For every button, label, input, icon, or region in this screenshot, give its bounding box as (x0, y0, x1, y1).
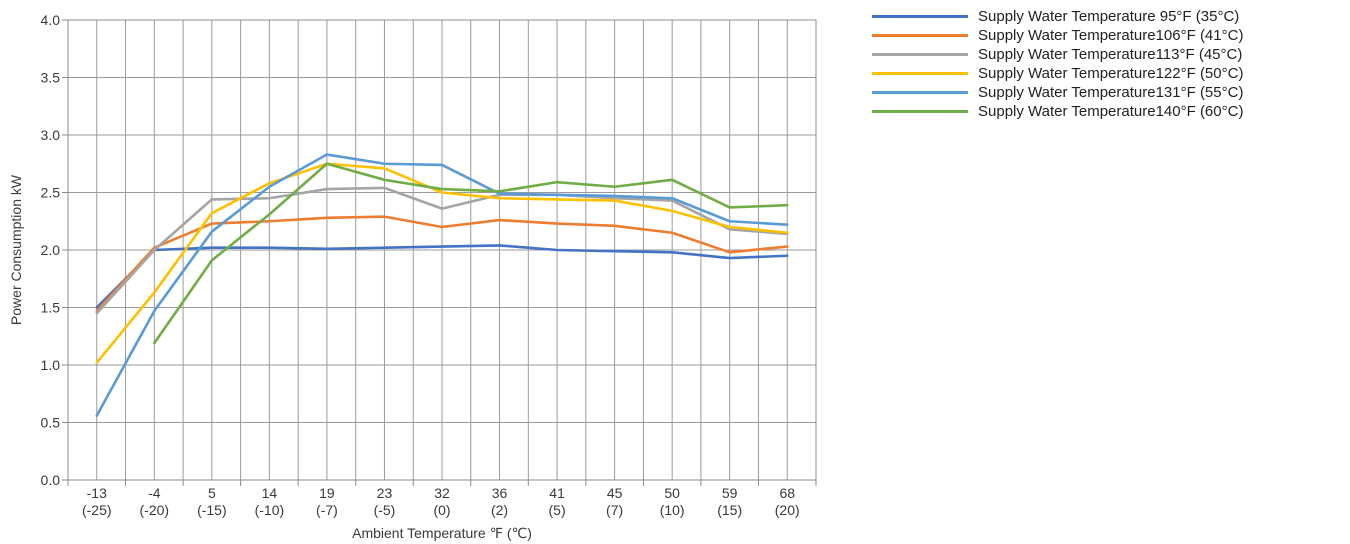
y-tick-label: 0.0 (41, 472, 61, 488)
x-tick-label-celsius: (-7) (316, 502, 338, 518)
series-lines (95, 153, 789, 417)
x-tick-label-fahrenheit: 36 (492, 485, 508, 501)
x-tick-label-celsius: (-20) (140, 502, 170, 518)
x-tick-label-celsius: (-15) (197, 502, 227, 518)
x-tick-label-fahrenheit: 5 (208, 485, 216, 501)
legend: Supply Water Temperature 95°F (35°C) Supp… (872, 7, 1243, 121)
y-axis-tick-labels: 0.0 0.5 1.0 1.5 2.0 2.5 3.0 3.5 4.0 (41, 12, 61, 488)
x-tick-label-fahrenheit: 14 (262, 485, 278, 501)
y-tick-label: 3.5 (41, 70, 61, 86)
y-tick-label: 1.0 (41, 357, 61, 373)
x-tick-label-fahrenheit: 59 (722, 485, 738, 501)
x-tick-label-fahrenheit: 23 (377, 485, 393, 501)
series-line-6 (153, 162, 789, 345)
legend-swatch (872, 110, 968, 113)
legend-swatch (872, 53, 968, 56)
legend-swatch (872, 34, 968, 37)
y-tick-label: 2.0 (41, 242, 61, 258)
x-tick-label-fahrenheit: 32 (434, 485, 450, 501)
series-line-2 (95, 215, 789, 313)
gridlines (62, 19, 817, 486)
legend-item-4: Supply Water Temperature122°F (50°C) (872, 64, 1243, 83)
x-tick-label-fahrenheit: -13 (87, 485, 107, 501)
plot-area-border (67, 19, 817, 481)
x-tick-label-celsius: (-10) (255, 502, 285, 518)
x-axis-title: Ambient Temperature ℉ (℃) (352, 525, 532, 541)
x-tick-label-fahrenheit: 50 (664, 485, 680, 501)
series-line-5 (95, 153, 789, 417)
y-tick-label: 4.0 (41, 12, 61, 28)
legend-item-6: Supply Water Temperature140°F (60°C) (872, 102, 1243, 121)
series-line-1 (95, 244, 789, 309)
series-line-3 (95, 186, 789, 315)
x-tick-label-fahrenheit: 68 (779, 485, 795, 501)
legend-item-1: Supply Water Temperature 95°F (35°C) (872, 7, 1243, 26)
legend-swatch (872, 72, 968, 75)
series-line-4 (95, 162, 789, 364)
x-tick-label-celsius: (7) (606, 502, 623, 518)
legend-swatch (872, 15, 968, 18)
y-tick-label: 3.0 (41, 127, 61, 143)
x-tick-label-fahrenheit: 45 (607, 485, 623, 501)
legend-label: Supply Water Temperature131°F (55°C) (978, 84, 1244, 101)
legend-item-5: Supply Water Temperature131°F (55°C) (872, 83, 1243, 102)
x-tick-label-celsius: (-25) (82, 502, 112, 518)
legend-label: Supply Water Temperature140°F (60°C) (978, 103, 1244, 120)
legend-label: Supply Water Temperature113°F (45°C) (978, 46, 1243, 63)
legend-label: Supply Water Temperature 95°F (35°C) (978, 8, 1240, 25)
y-axis-title: Power Consumption kW (8, 174, 24, 325)
x-tick-label-celsius: (0) (433, 502, 450, 518)
legend-item-2: Supply Water Temperature106°F (41°C) (872, 26, 1243, 45)
x-tick-label-celsius: (2) (491, 502, 508, 518)
legend-swatch (872, 91, 968, 94)
x-tick-label-fahrenheit: 19 (319, 485, 335, 501)
x-axis-tick-labels: -13(-25) -4(-20) 5(-15) 14(-10) 19(-7) 23(-5)… (82, 485, 800, 518)
x-tick-label-fahrenheit: 41 (549, 485, 565, 501)
legend-item-3: Supply Water Temperature113°F (45°C) (872, 45, 1243, 64)
x-tick-label-celsius: (5) (549, 502, 566, 518)
x-tick-label-celsius: (10) (660, 502, 685, 518)
x-tick-label-celsius: (-5) (374, 502, 396, 518)
x-tick-label-celsius: (15) (717, 502, 742, 518)
y-tick-label: 1.5 (41, 300, 61, 316)
x-tick-label-fahrenheit: -4 (148, 485, 161, 501)
x-tick-label-celsius: (20) (775, 502, 800, 518)
legend-label: Supply Water Temperature122°F (50°C) (978, 65, 1244, 82)
y-tick-label: 2.5 (41, 185, 61, 201)
legend-label: Supply Water Temperature106°F (41°C) (978, 27, 1244, 44)
y-tick-label: 0.5 (41, 415, 61, 431)
